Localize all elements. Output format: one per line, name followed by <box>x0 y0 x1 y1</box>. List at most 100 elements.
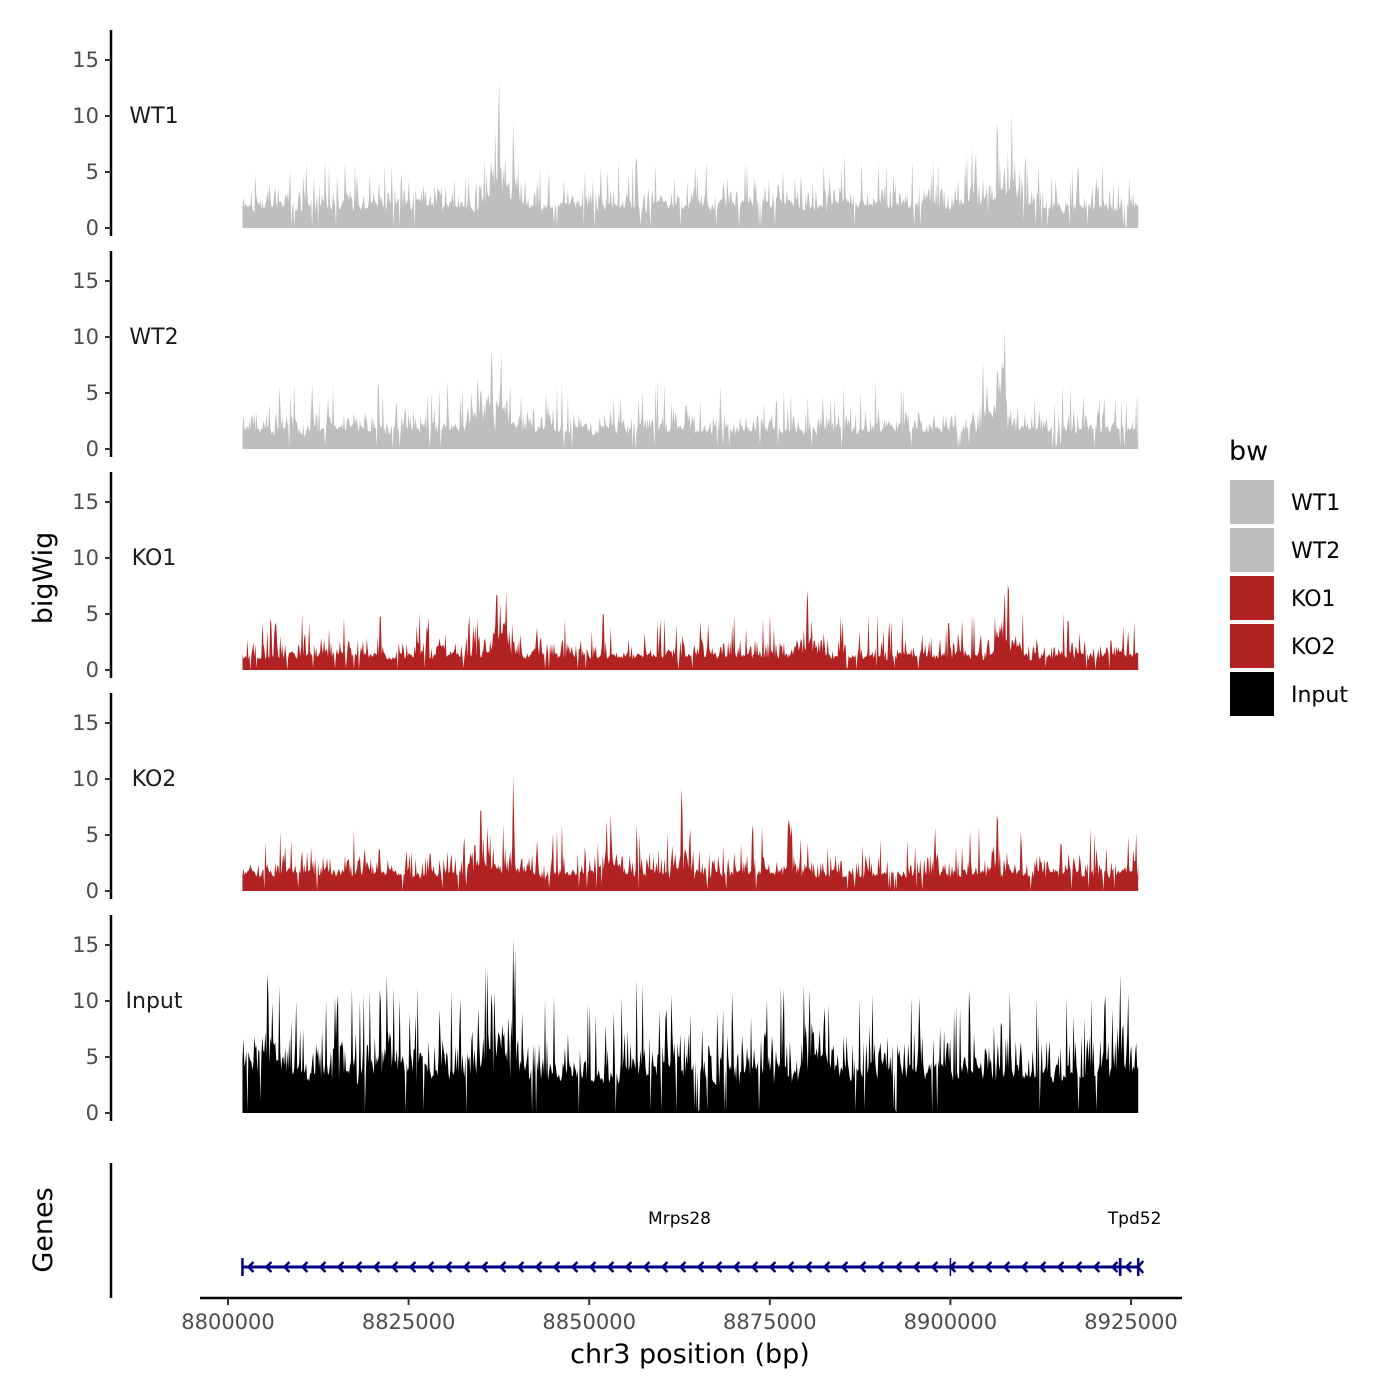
gene-tpd52: Tpd52 <box>1107 1209 1162 1276</box>
track-label-ko2: KO2 <box>132 767 177 792</box>
strand-arrow-icon <box>714 1261 723 1273</box>
strand-arrow-icon <box>354 1261 363 1273</box>
legend-item-ko2: KO2 <box>1230 624 1336 668</box>
legend-items: WT1 WT2 KO1 KO2 Input <box>1230 480 1348 716</box>
x-tick-label: 8800000 <box>181 1310 275 1334</box>
strand-arrow-icon <box>480 1261 489 1273</box>
y-tick-label: 5 <box>86 381 99 405</box>
legend-item-ko1: KO1 <box>1230 576 1336 620</box>
track-input: 0 5 10 15 Input <box>72 915 1139 1125</box>
track-wt2: 0 5 10 15 WT2 <box>72 251 1139 461</box>
gene-label: Tpd52 <box>1107 1209 1162 1229</box>
coverage-area-wt1 <box>242 82 1139 228</box>
strand-arrow-icon <box>606 1261 615 1273</box>
strand-arrow-icon <box>1002 1261 1011 1273</box>
track-label-input: Input <box>126 989 183 1014</box>
legend-swatch <box>1230 672 1274 716</box>
strand-arrow-icon <box>570 1261 579 1273</box>
strand-arrow-icon <box>552 1261 561 1273</box>
strand-arrow-icon <box>858 1261 867 1273</box>
strand-arrow-icon <box>876 1261 885 1273</box>
track-label-wt1: WT1 <box>129 104 178 129</box>
y-tick-label: 10 <box>72 767 99 791</box>
y-tick-label: 10 <box>72 546 99 570</box>
strand-arrow-icon <box>768 1261 777 1273</box>
y-tick-label: 0 <box>86 658 99 682</box>
x-tick-label: 8875000 <box>723 1310 817 1334</box>
legend-label: Input <box>1291 683 1348 708</box>
genes-panel: Mrps28 Tpd52 <box>109 1163 1162 1298</box>
x-axis-title: chr3 position (bp) <box>570 1339 810 1370</box>
x-tick-label: 8825000 <box>362 1310 456 1334</box>
legend-label: WT1 <box>1291 491 1340 516</box>
coverage-area-input <box>242 937 1139 1113</box>
legend-label: KO1 <box>1291 587 1336 612</box>
strand-arrow-icon <box>1092 1261 1101 1273</box>
strand-arrow-icon <box>1136 1260 1145 1274</box>
legend-swatch <box>1230 576 1274 620</box>
strand-arrow-icon <box>1110 1261 1119 1273</box>
y-tick-label: 10 <box>72 325 99 349</box>
y-tick-label: 5 <box>86 602 99 626</box>
strand-arrow-icon <box>336 1261 345 1273</box>
legend-swatch <box>1230 624 1274 668</box>
legend-label: WT2 <box>1291 539 1340 564</box>
strand-arrow-icon <box>750 1261 759 1273</box>
strand-arrow-icon <box>840 1261 849 1273</box>
y-tick-label: 0 <box>86 879 99 903</box>
strand-arrow-icon <box>498 1261 507 1273</box>
strand-arrow-icon <box>426 1261 435 1273</box>
strand-arrow-icon <box>912 1261 921 1273</box>
strand-arrow-icon <box>1020 1261 1029 1273</box>
strand-arrow-icon <box>624 1261 633 1273</box>
legend-item-wt2: WT2 <box>1230 528 1340 572</box>
strand-arrow-icon <box>1124 1261 1133 1273</box>
gene-label: Mrps28 <box>648 1209 711 1229</box>
strand-arrow-icon <box>930 1261 939 1273</box>
genes-axis-title: Genes <box>28 1187 59 1272</box>
strand-arrow-icon <box>246 1261 255 1273</box>
legend-label: KO2 <box>1291 635 1336 660</box>
strand-arrow-icon <box>696 1261 705 1273</box>
strand-arrow-icon <box>444 1261 453 1273</box>
legend-item-input: Input <box>1230 672 1348 716</box>
x-axis: 8800000 8825000 8850000 8875000 8900000 89250… <box>181 1296 1182 1370</box>
strand-arrow-icon <box>588 1261 597 1273</box>
y-tick-label: 15 <box>72 269 99 293</box>
legend-item-wt1: WT1 <box>1230 480 1340 524</box>
track-ko2: 0 5 10 15 KO2 <box>72 693 1139 903</box>
y-tick-label: 0 <box>86 216 99 240</box>
strand-arrow-icon <box>372 1261 381 1273</box>
x-tick-label: 8850000 <box>542 1310 636 1334</box>
legend-swatch <box>1230 480 1274 524</box>
coverage-tracks: 0 5 10 15 WT1 0 5 10 15 WT2 0 5 10 15 KO1 0 5 10 15 KO2 0 5 10… <box>72 30 1139 1125</box>
strand-arrow-icon <box>678 1261 687 1273</box>
y-tick-label: 5 <box>86 160 99 184</box>
strand-arrow-icon <box>462 1261 471 1273</box>
y-tick-label: 15 <box>72 933 99 957</box>
strand-arrow-icon <box>948 1261 957 1273</box>
strand-arrow-icon <box>966 1261 975 1273</box>
track-label-wt2: WT2 <box>129 325 178 350</box>
legend: bw WT1 WT2 KO1 KO2 Input <box>1229 436 1348 716</box>
coverage-area-ko1 <box>242 584 1139 670</box>
strand-arrow-icon <box>984 1261 993 1273</box>
strand-arrow-icon <box>300 1261 309 1273</box>
strand-arrow-icon <box>804 1261 813 1273</box>
strand-arrow-icon <box>1038 1261 1047 1273</box>
legend-title: bw <box>1229 436 1268 467</box>
coverage-area-ko2 <box>242 776 1139 891</box>
y-tick-label: 5 <box>86 823 99 847</box>
strand-arrow-icon <box>408 1261 417 1273</box>
gene-mrps28: Mrps28 <box>241 1209 1122 1276</box>
strand-arrow-icon <box>390 1261 399 1273</box>
y-tick-label: 10 <box>72 104 99 128</box>
gene-track: Mrps28 Tpd52 <box>241 1209 1162 1276</box>
legend-swatch <box>1230 528 1274 572</box>
y-tick-label: 0 <box>86 437 99 461</box>
y-tick-label: 15 <box>72 711 99 735</box>
y-tick-label: 15 <box>72 48 99 72</box>
strand-arrow-icon <box>1074 1261 1083 1273</box>
x-ticks: 8800000 8825000 8850000 8875000 8900000 89250… <box>181 1298 1178 1334</box>
